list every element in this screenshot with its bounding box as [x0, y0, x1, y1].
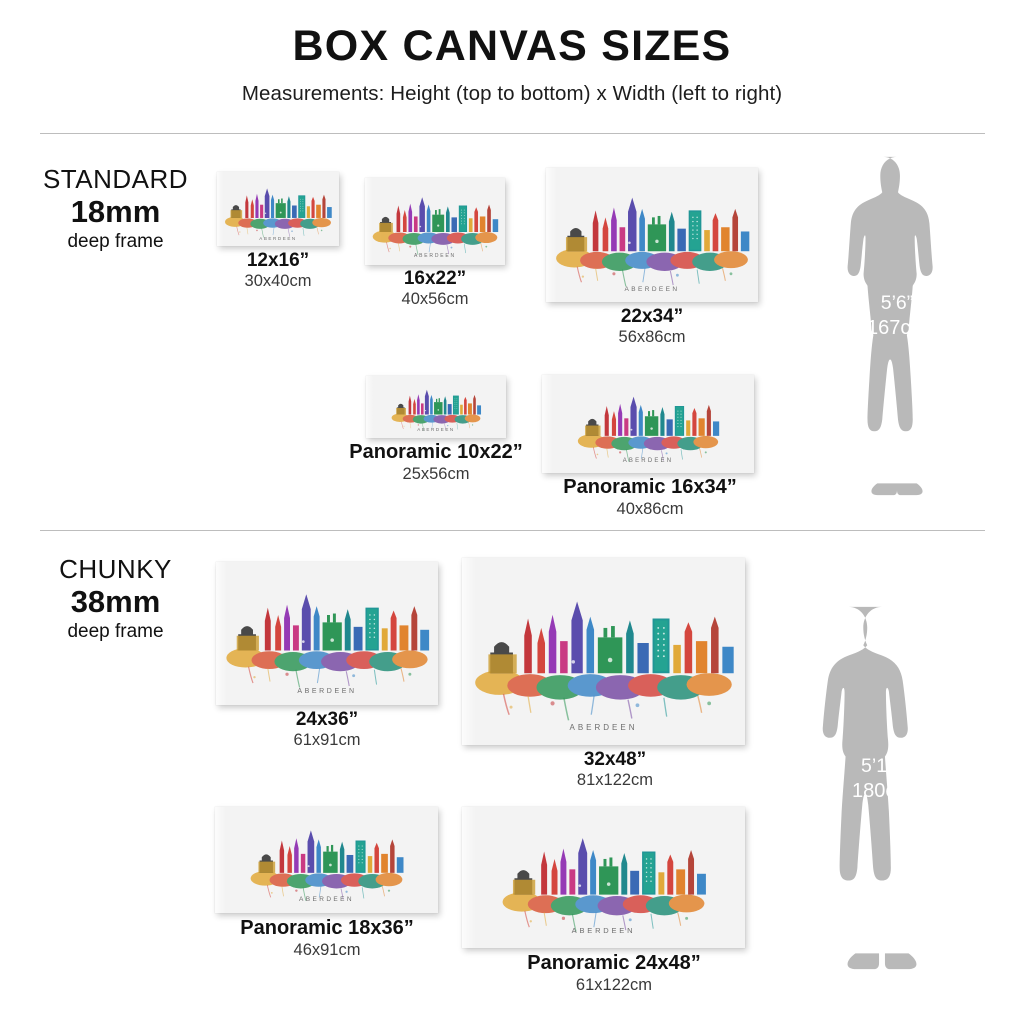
canvas-panoramic-16x34[interactable]: ABERDEEN	[542, 375, 754, 473]
size-inches: 32x48”	[583, 749, 647, 770]
size-inches: 12x16”	[246, 250, 310, 271]
size-inches: Panoramic 24x48”	[527, 952, 701, 974]
section-divider-middle	[40, 530, 985, 531]
artwork-caption: ABERDEEN	[299, 896, 354, 904]
section-name: CHUNKY	[59, 554, 172, 584]
section-label-standard: STANDARD 18mm deep frame	[8, 164, 223, 253]
size-cm: 40x86cm	[616, 499, 684, 518]
artwork-caption: ABERDEEN	[624, 285, 680, 293]
size-cm: 40x56cm	[401, 290, 469, 309]
canvas-frame: ABERDEEN	[462, 807, 745, 948]
artwork-caption: ABERDEEN	[622, 458, 674, 465]
canvas-panoramic-18x36[interactable]: ABERDEEN	[215, 807, 438, 913]
canvas-16x22[interactable]: ABERDEEN	[365, 178, 505, 265]
canvas-frame: ABERDEEN	[217, 172, 339, 246]
artwork-caption: ABERDEEN	[259, 235, 297, 241]
section-depth: 38mm	[70, 584, 161, 620]
size-cm: 56x86cm	[618, 328, 686, 347]
size-cm: 81x122cm	[576, 771, 654, 790]
artwork-caption: ABERDEEN	[414, 252, 456, 259]
page-title: BOX CANVAS SIZES	[292, 22, 732, 70]
caption-12x16: 12x16” 30x40cm	[245, 250, 312, 291]
size-inches: 24x36”	[295, 709, 359, 730]
section-divider-top	[40, 133, 985, 134]
caption-32x48: 32x48” 81x122cm	[577, 749, 653, 790]
size-inches: Panoramic 16x34”	[563, 476, 737, 498]
silhouette-female	[838, 148, 956, 508]
canvas-frame: ABERDEEN	[366, 376, 506, 438]
section-sub: deep frame	[67, 621, 164, 643]
caption-16x22: 16x22” 40x56cm	[402, 268, 469, 309]
artwork-caption: ABERDEEN	[571, 926, 636, 936]
canvas-frame: ABERDEEN	[216, 562, 438, 705]
canvas-frame: ABERDEEN	[462, 558, 745, 745]
size-cm: 61x122cm	[575, 975, 653, 994]
canvas-32x48[interactable]: ABERDEEN	[462, 558, 745, 745]
section-sub: deep frame	[67, 231, 164, 253]
canvas-frame: ABERDEEN	[546, 168, 758, 302]
size-cm: 61x91cm	[293, 731, 361, 750]
caption-24x36: 24x36” 61x91cm	[294, 709, 361, 750]
canvas-22x34[interactable]: ABERDEEN	[546, 168, 758, 302]
caption-panoramic-16x34: Panoramic 16x34” 40x86cm	[563, 476, 736, 518]
artwork-caption: ABERDEEN	[569, 722, 638, 732]
canvas-panoramic-10x22[interactable]: ABERDEEN	[366, 376, 506, 438]
silhouette-male	[818, 588, 946, 988]
page-subtitle: Measurements: Height (top to bottom) x W…	[241, 82, 783, 105]
canvas-12x16[interactable]: ABERDEEN	[217, 172, 339, 246]
section-depth: 18mm	[70, 194, 161, 230]
skyline-artwork	[462, 558, 745, 745]
section-label-chunky: CHUNKY 38mm deep frame	[8, 554, 223, 643]
caption-22x34: 22x34” 56x86cm	[619, 306, 686, 347]
canvas-24x36[interactable]: ABERDEEN	[216, 562, 438, 705]
size-inches: Panoramic 10x22”	[349, 441, 523, 463]
caption-panoramic-10x22: Panoramic 10x22” 25x56cm	[349, 441, 522, 483]
artwork-caption: ABERDEEN	[417, 427, 455, 433]
canvas-frame: ABERDEEN	[542, 375, 754, 473]
skyline-artwork	[546, 168, 758, 302]
size-cm: 25x56cm	[402, 464, 470, 483]
caption-panoramic-24x48: Panoramic 24x48” 61x122cm	[527, 952, 700, 994]
canvas-frame: ABERDEEN	[365, 178, 505, 265]
caption-panoramic-18x36: Panoramic 18x36” 46x91cm	[240, 917, 413, 959]
skyline-artwork	[216, 562, 438, 705]
section-name: STANDARD	[42, 164, 189, 194]
size-inches: 22x34”	[620, 306, 684, 327]
artwork-caption: ABERDEEN	[297, 688, 357, 695]
size-cm: 30x40cm	[244, 272, 312, 291]
size-cm: 46x91cm	[293, 940, 361, 959]
size-inches: Panoramic 18x36”	[240, 917, 414, 939]
canvas-panoramic-24x48[interactable]: ABERDEEN	[462, 807, 745, 948]
size-inches: 16x22”	[403, 268, 467, 289]
canvas-frame: ABERDEEN	[215, 807, 438, 913]
